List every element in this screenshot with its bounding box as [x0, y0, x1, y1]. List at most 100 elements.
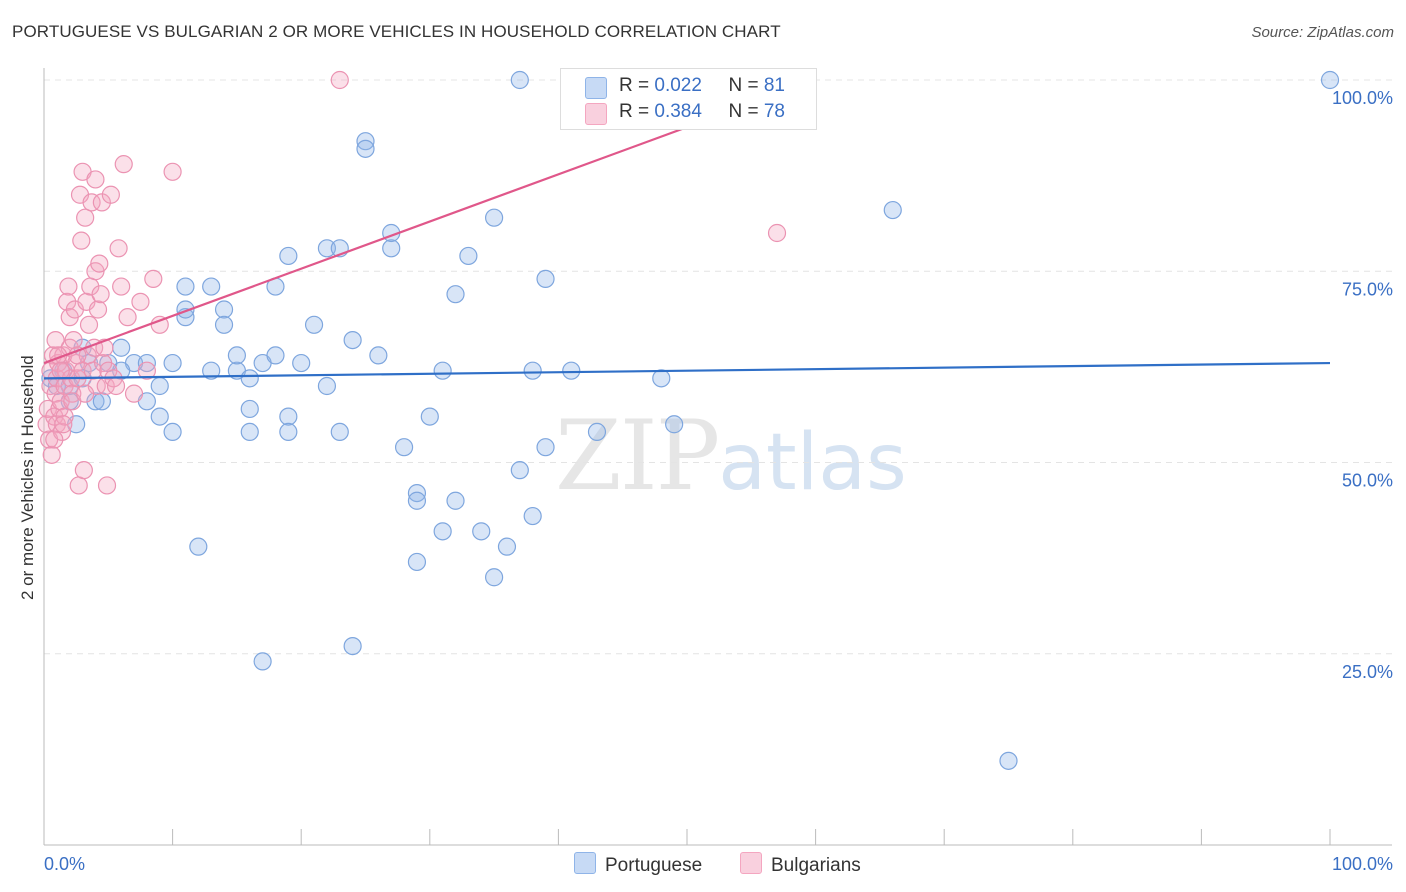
data-point-portuguese	[407, 484, 427, 503]
data-point-portuguese	[292, 353, 311, 373]
data-point-portuguese	[279, 246, 298, 266]
data-point-portuguese	[266, 346, 285, 365]
legend-n-label: N =	[728, 75, 764, 96]
data-point-portuguese	[343, 331, 362, 350]
data-point-bulgarians	[68, 346, 87, 365]
data-point-portuguese	[883, 200, 902, 220]
y-tick-label: 75.0%	[1342, 279, 1393, 299]
data-point-portuguese	[472, 522, 491, 541]
watermark: ZIPatlas	[555, 400, 907, 512]
data-point-bulgarians	[54, 415, 73, 434]
data-point-portuguese	[343, 636, 362, 656]
data-point-portuguese	[304, 315, 324, 334]
data-point-portuguese	[137, 353, 156, 373]
y-tick-label: 25.0%	[1342, 662, 1393, 682]
data-point-portuguese	[330, 422, 349, 441]
data-point-bulgarians	[112, 277, 131, 296]
data-point-portuguese	[497, 537, 517, 556]
chart-title: PORTUGUESE VS BULGARIAN 2 OR MORE VEHICL…	[12, 22, 781, 41]
data-point-bulgarians	[74, 461, 93, 480]
data-point-portuguese	[587, 422, 607, 441]
data-point-bulgarians	[106, 376, 126, 396]
data-point-bulgarians	[137, 361, 156, 380]
data-point-portuguese	[485, 568, 504, 587]
bottom-legend-swatch-bulgarians	[740, 852, 762, 874]
data-point-portuguese	[382, 239, 401, 258]
data-point-portuguese	[510, 70, 529, 90]
data-point-portuguese	[523, 506, 542, 526]
data-point-bulgarians	[72, 231, 91, 250]
data-point-bulgarians	[59, 277, 78, 296]
data-point-portuguese	[407, 552, 427, 572]
legend-swatch-portuguese	[585, 77, 607, 99]
y-axis-label: 2 or more Vehicles in Household	[18, 355, 37, 600]
source-label: Source: ZipAtlas.com	[1251, 24, 1394, 41]
data-point-portuguese	[536, 269, 555, 288]
data-point-portuguese	[433, 522, 452, 541]
data-point-bulgarians	[330, 70, 349, 90]
data-point-portuguese	[202, 277, 221, 296]
data-point-bulgarians	[114, 155, 133, 174]
data-point-portuguese	[112, 338, 131, 357]
data-point-portuguese	[420, 407, 439, 426]
data-point-bulgarians	[76, 384, 95, 403]
data-point-portuguese	[92, 392, 111, 411]
legend-r-label: R =	[619, 101, 655, 122]
data-point-bulgarians	[45, 430, 64, 449]
data-point-bulgarians	[118, 308, 137, 327]
data-point-bulgarians	[83, 361, 102, 380]
data-point-bulgarians	[46, 331, 65, 350]
data-point-portuguese	[510, 461, 529, 480]
data-point-portuguese	[394, 438, 414, 457]
data-point-portuguese	[240, 422, 259, 441]
data-point-bulgarians	[767, 223, 787, 243]
data-point-bulgarians	[90, 254, 109, 273]
data-point-bulgarians	[64, 331, 83, 350]
data-point-bulgarians	[101, 185, 120, 204]
legend-r-value: 0.022	[654, 75, 702, 96]
legend-r-label: R =	[619, 75, 655, 96]
bottom-legend-swatch-portuguese	[574, 852, 596, 874]
data-point-portuguese	[562, 361, 581, 380]
data-point-bulgarians	[52, 422, 72, 441]
data-point-bulgarians	[79, 315, 99, 334]
data-point-portuguese	[652, 369, 671, 388]
data-point-portuguese	[214, 300, 234, 319]
data-point-portuguese	[999, 751, 1018, 770]
data-point-portuguese	[459, 246, 478, 266]
x-tick-label: 100.0%	[1332, 854, 1393, 874]
data-point-portuguese	[485, 208, 504, 227]
data-point-portuguese	[407, 491, 427, 510]
data-point-bulgarians	[58, 292, 77, 311]
data-point-portuguese	[253, 652, 272, 671]
data-point-portuguese	[150, 376, 169, 396]
stats-legend: R = 0.022 N = 81 R = 0.384 N = 78	[560, 68, 817, 130]
data-point-bulgarians	[131, 292, 150, 311]
data-point-bulgarians	[88, 300, 108, 319]
y-tick-label: 100.0%	[1332, 88, 1393, 108]
data-point-portuguese	[202, 361, 221, 380]
data-point-portuguese	[317, 239, 337, 258]
data-point-bulgarians	[91, 285, 110, 304]
bottom-legend-label-portuguese: Portuguese	[605, 855, 703, 876]
data-point-bulgarians	[82, 193, 101, 212]
legend-n-value: 78	[763, 101, 785, 122]
data-point-bulgarians	[69, 476, 88, 495]
data-point-portuguese	[227, 346, 246, 365]
data-point-portuguese	[150, 407, 169, 426]
data-point-portuguese	[214, 315, 234, 334]
data-point-bulgarians	[109, 239, 128, 258]
data-point-portuguese	[665, 415, 684, 434]
legend-swatch-bulgarians	[585, 103, 607, 125]
data-point-portuguese	[356, 132, 375, 151]
data-point-portuguese	[433, 361, 452, 380]
data-point-bulgarians	[76, 208, 95, 227]
data-point-portuguese	[279, 422, 298, 441]
data-point-bulgarians	[124, 384, 144, 403]
data-point-portuguese	[240, 399, 259, 419]
data-point-bulgarians	[144, 269, 163, 288]
data-point-portuguese	[536, 438, 555, 457]
data-point-portuguese	[1320, 70, 1340, 90]
data-point-portuguese	[446, 285, 465, 304]
data-point-portuguese	[523, 361, 542, 380]
